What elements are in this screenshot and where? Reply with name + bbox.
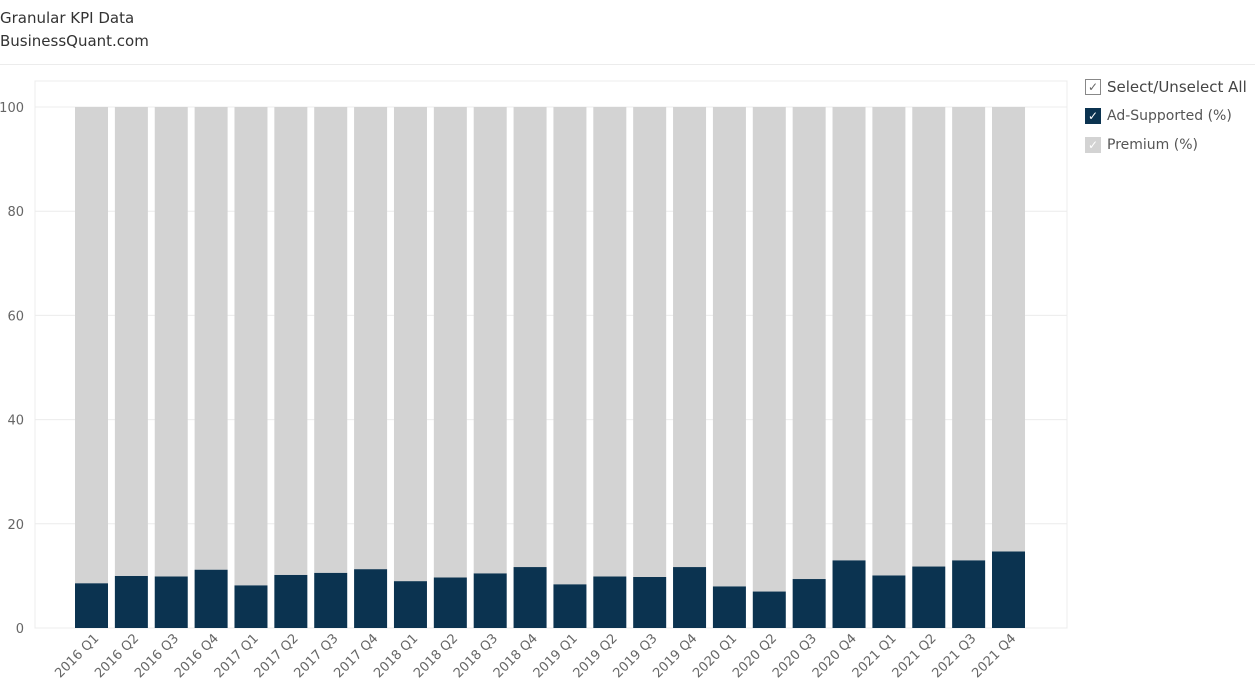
bar-ad-supported [752,591,786,628]
y-tick-label: 100 [0,101,24,116]
bar-ad-supported [712,586,746,628]
bar-ad-supported [75,583,108,628]
bar-ad-supported [633,576,667,628]
bar-premium [75,107,108,584]
bar-premium [314,107,348,573]
bar-premium [792,107,826,580]
y-tick-label: 80 [7,205,24,220]
bar-premium [712,107,746,587]
bar-ad-supported [433,577,467,628]
bar-ad-supported [154,576,188,628]
chart-header: Granular KPI Data BusinessQuant.com [0,0,1255,65]
bar-premium [154,107,188,577]
bar-ad-supported [832,560,866,628]
bar-premium [633,107,667,577]
y-tick-label: 0 [16,622,24,637]
y-tick-label: 60 [7,309,24,324]
bar-premium [393,107,427,582]
bar-premium [832,107,866,561]
bar-premium [473,107,507,574]
y-tick-label: 20 [7,518,24,533]
bar-premium [673,107,707,568]
chart-source: BusinessQuant.com [0,32,149,50]
premium-label[interactable]: Premium (%) [1107,137,1198,153]
select-all-label[interactable]: Select/Unselect All [1107,78,1247,96]
bar-ad-supported [393,581,427,628]
legend: ✓ Select/Unselect All ✓ Ad-Supported (%)… [1085,77,1247,164]
bar-premium [274,107,308,575]
bar-ad-supported [992,551,1026,628]
select-all-toggle[interactable]: ✓ Select/Unselect All [1085,77,1247,97]
bar-premium [992,107,1026,552]
bar-premium [433,107,467,578]
bar-premium [354,107,388,570]
bar-ad-supported [872,575,906,628]
chart-title: Granular KPI Data [0,9,135,27]
bar-ad-supported [473,573,507,628]
bar-premium [952,107,986,561]
ad-supported-label[interactable]: Ad-Supported (%) [1107,108,1232,124]
bar-ad-supported [513,567,547,628]
bar-ad-supported [593,576,627,628]
bar-ad-supported [354,569,388,628]
ad-supported-checkbox[interactable]: ✓ [1085,108,1101,124]
bar-premium [513,107,547,568]
bar-premium [912,107,946,567]
bar-ad-supported [673,567,707,628]
plot-area [34,80,1068,629]
legend-item-ad-supported[interactable]: ✓ Ad-Supported (%) [1085,106,1247,126]
bar-premium [553,107,587,585]
bar-premium [194,107,228,570]
bar-ad-supported [952,560,986,628]
bar-ad-supported [912,566,946,628]
premium-checkbox[interactable]: ✓ [1085,137,1101,153]
legend-item-premium[interactable]: ✓ Premium (%) [1085,135,1247,155]
bar-premium [114,107,148,576]
select-all-checkbox[interactable]: ✓ [1085,79,1101,95]
x-tick-label: 2021 Q4 [969,631,1019,681]
bar-premium [752,107,786,592]
bar-ad-supported [314,572,348,628]
bar-ad-supported [234,585,268,628]
bar-premium [234,107,268,586]
y-tick-label: 40 [7,414,24,429]
bar-premium [593,107,627,577]
bar-ad-supported [194,569,228,628]
bar-ad-supported [792,579,826,628]
bar-ad-supported [274,574,308,628]
bar-ad-supported [114,575,148,628]
bar-premium [872,107,906,576]
bar-ad-supported [553,584,587,628]
